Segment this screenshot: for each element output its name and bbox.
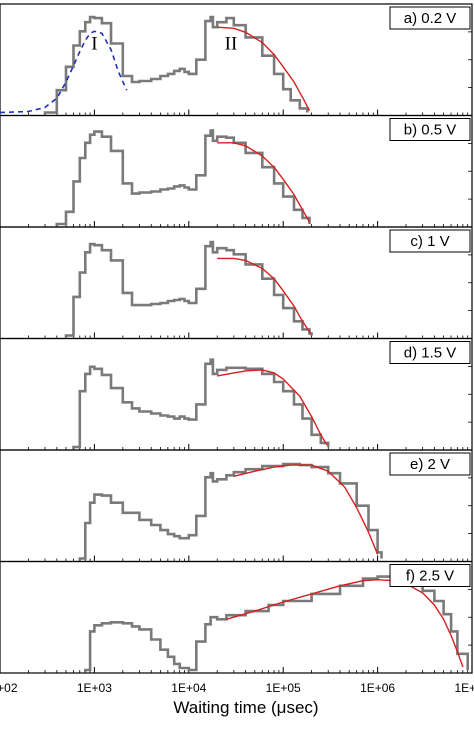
- histogram-line: [43, 15, 309, 115]
- x-tick-label: 1E+07: [454, 681, 474, 695]
- fit-curve: [217, 257, 312, 334]
- annotation-label: II: [225, 34, 238, 55]
- x-tick-label: 1E+06: [360, 681, 395, 695]
- histogram-line: [78, 462, 383, 561]
- x-tick-label: 1E+02: [0, 681, 18, 695]
- panel-label-text: f) 2.5 V: [406, 568, 454, 585]
- panel-label-text: a) 0.2 V: [404, 10, 457, 27]
- histogram-line: [84, 575, 469, 672]
- panel-label-box: d) 1.5 V: [389, 341, 471, 364]
- panel-label-frame: [389, 341, 471, 364]
- panel-6: f) 2.5 V: [0, 560, 473, 674]
- annotation-label: I: [91, 34, 97, 55]
- panel-label-frame: [389, 452, 471, 476]
- panel-label-box: f) 2.5 V: [389, 564, 471, 587]
- panel-label-text: e) 2 V: [410, 456, 450, 473]
- panel-label-text: c) 1 V: [410, 233, 449, 250]
- histogram-line: [64, 240, 313, 338]
- panel-label-frame: [389, 6, 471, 30]
- histogram-line: [55, 129, 311, 226]
- x-axis-title: Waiting time (μsec): [173, 698, 318, 717]
- x-axis: 1E+02 1E+03 1E+04 1E+05 1E+06 1E+07: [0, 681, 474, 695]
- fit-curve: [217, 26, 311, 111]
- x-tick-label: 1E+05: [266, 681, 301, 695]
- panel-label-box: b) 0.5 V: [389, 118, 471, 141]
- panel-3: c) 1 V: [0, 226, 473, 340]
- panel-4: d) 1.5 V: [0, 337, 473, 451]
- panel-label-box: c) 1 V: [389, 229, 471, 253]
- panel-label-text: b) 0.5 V: [404, 122, 457, 139]
- histogram-line: [72, 358, 330, 449]
- x-tick-label: 1E+04: [171, 681, 206, 695]
- panel-label-frame: [389, 229, 471, 253]
- fit-curve: [233, 464, 379, 555]
- panel-label-box: a) 0.2 V: [389, 6, 471, 30]
- panel-2: b) 0.5 V: [0, 114, 473, 228]
- panel-label-text: d) 1.5 V: [404, 345, 457, 362]
- fit-curve: [226, 578, 464, 668]
- fit-curve: [217, 369, 328, 446]
- x-tick-label: 1E+03: [77, 681, 112, 695]
- panel-label-box: e) 2 V: [389, 452, 471, 476]
- panel-5: e) 2 V: [0, 449, 473, 563]
- fit-curve: [217, 142, 311, 223]
- panel-label-frame: [389, 118, 471, 141]
- distribution-I-dashed-curve: [0, 30, 128, 114]
- panels-group: I IIa) 0.2 Vb) 0.5 Vc) 1 Vd) 1.5 Ve) 2 Vf…: [0, 3, 473, 674]
- panel-label-frame: [389, 564, 471, 587]
- panel-1: I IIa) 0.2 V: [0, 3, 473, 117]
